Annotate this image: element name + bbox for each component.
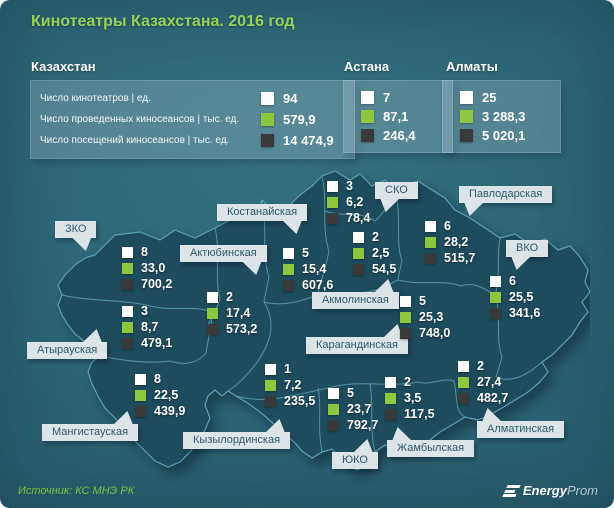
sessions-swatch — [361, 110, 374, 123]
sessions-swatch — [261, 113, 274, 126]
sessions-value: 579,9 — [283, 112, 316, 127]
cinemas-value: 25 — [482, 90, 497, 105]
cinemas-metric-label: Число кинотеатров | ед. — [40, 93, 151, 104]
legend-row-visits: Число посещений киносеансов | тыс. ед. 1… — [40, 130, 345, 151]
visits-value: 5 020,1 — [482, 128, 526, 143]
almaty-panel: 25 3 288,3 5 020,1 — [442, 80, 561, 153]
visits-metric-label: Число посещений киносеансов | тыс. ед. — [40, 135, 230, 146]
kazakhstan-header: Казахстан — [31, 59, 96, 74]
legend-row-sessions: Число проведенных киносеансов | тыс. ед.… — [40, 109, 345, 130]
cinemas-value: 94 — [283, 91, 298, 106]
astana-panel: 7 87,1 246,4 — [343, 80, 453, 153]
energyprom-logo: Energy Prom — [502, 483, 598, 498]
logo-text-light: Prom — [566, 483, 598, 498]
region-borders — [61, 175, 543, 453]
almaty-row-sessions: 3 288,3 — [460, 107, 561, 126]
cinemas-swatch — [361, 91, 374, 104]
energyprom-logo-icon — [502, 484, 521, 497]
cinemas-swatch — [261, 92, 274, 105]
visits-swatch — [361, 129, 374, 142]
astana-row-cinemas: 7 — [361, 88, 453, 107]
sessions-metric-label: Число проведенных киносеансов | тыс. ед. — [40, 114, 240, 125]
almaty-row-cinemas: 25 — [460, 88, 561, 107]
visits-swatch — [261, 134, 274, 147]
almaty-header: Алматы — [446, 59, 498, 74]
astana-header: Астана — [344, 59, 390, 74]
astana-row-sessions: 87,1 — [361, 107, 453, 126]
kazakhstan-legend-panel: Число кинотеатров | ед. 94 Число проведе… — [30, 80, 355, 159]
cinemas-value: 7 — [383, 90, 391, 105]
almaty-row-visits: 5 020,1 — [460, 126, 561, 145]
logo-text-bold: Energy — [522, 483, 567, 498]
visits-swatch — [460, 129, 473, 142]
astana-row-visits: 246,4 — [361, 126, 453, 145]
visits-value: 246,4 — [383, 128, 416, 143]
legend-row-cinemas: Число кинотеатров | ед. 94 — [40, 88, 345, 109]
sessions-value: 3 288,3 — [482, 109, 526, 124]
cinemas-swatch — [460, 91, 473, 104]
page-title: Кинотеатры Казахстана. 2016 год — [31, 13, 295, 30]
source-note: Источник: КС МНЭ РК — [18, 485, 135, 497]
kazakhstan-map — [57, 170, 590, 471]
visits-value: 14 474,9 — [283, 133, 334, 148]
sessions-value: 87,1 — [383, 109, 409, 124]
sessions-swatch — [460, 110, 473, 123]
